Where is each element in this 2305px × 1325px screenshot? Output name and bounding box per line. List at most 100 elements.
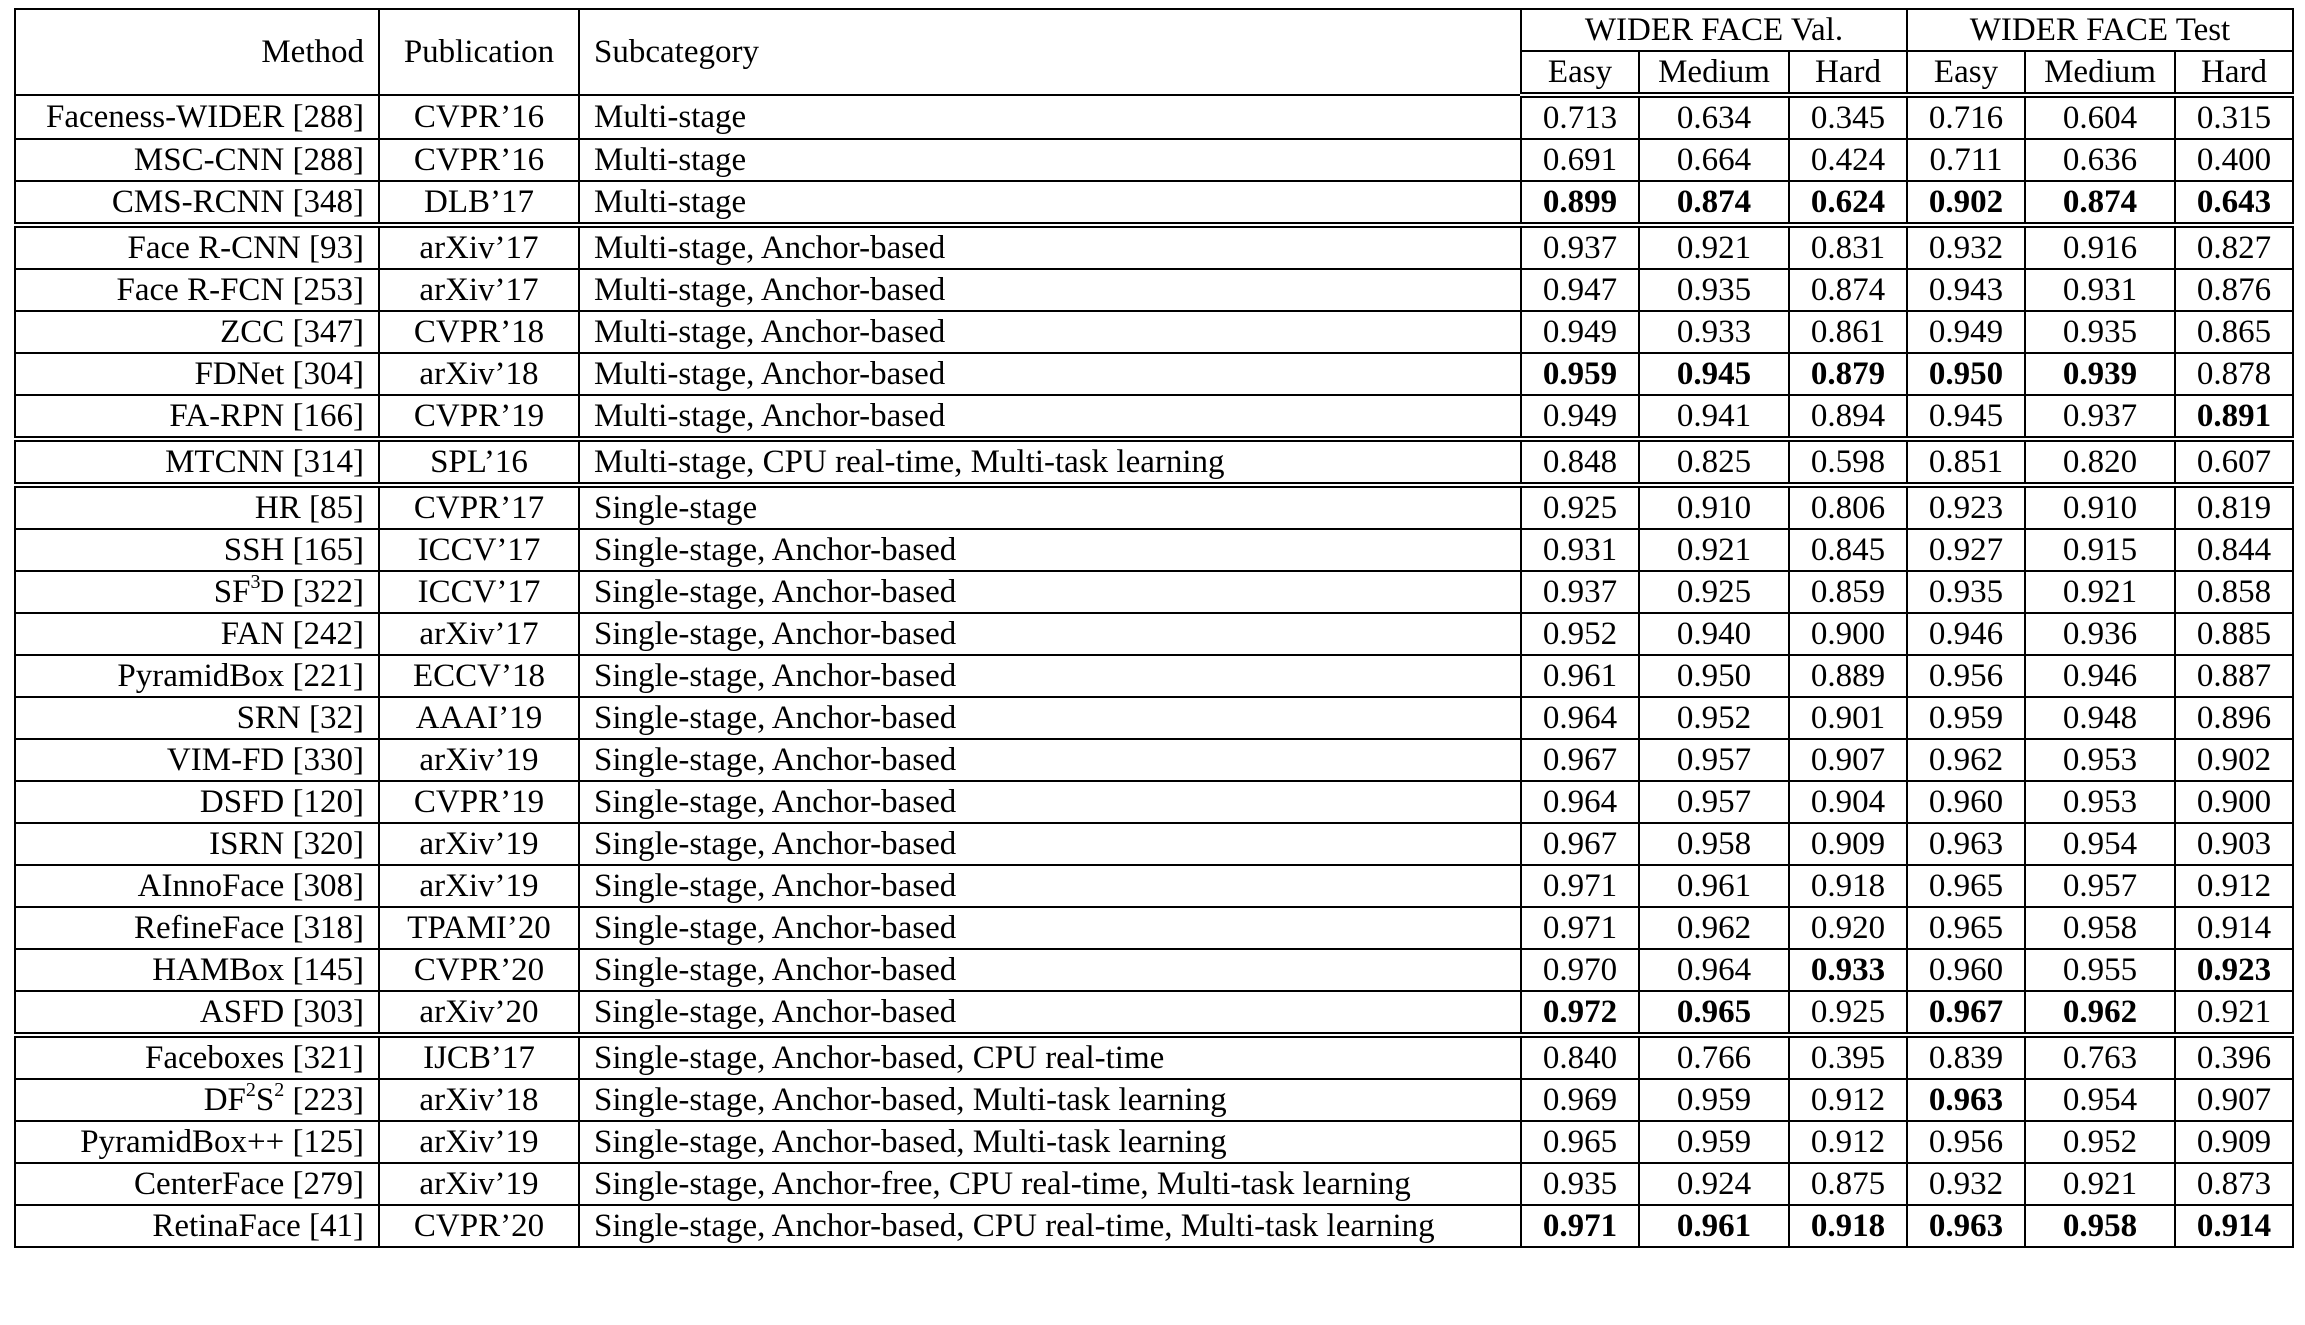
header-subcategory: Subcategory [578, 8, 1522, 96]
test-medium-cell: 0.953 [2024, 738, 2176, 782]
publication-cell: CVPR’18 [378, 310, 580, 354]
val-easy-cell: 0.965 [1520, 1120, 1640, 1164]
val-easy-cell: 0.971 [1520, 864, 1640, 908]
val-easy-cell: 0.925 [1520, 484, 1640, 530]
test-hard-cell: 0.900 [2174, 780, 2294, 824]
test-medium-cell: 0.962 [2024, 990, 2176, 1038]
val-easy-cell: 0.691 [1520, 138, 1640, 182]
val-medium-cell: 0.952 [1638, 696, 1790, 740]
method-cell: RefineFace [318] [14, 906, 380, 950]
table-body: Faceness-WIDER [288] CVPR’16 Multi-stage 0.… [14, 94, 2294, 1248]
table-row: SF3D [322] ICCV’17 Single-stage, Anchor-ba… [14, 570, 2294, 614]
val-medium-cell: 0.945 [1638, 352, 1790, 396]
table-row: PyramidBox++ [125] arXiv’19 Single-stage, … [14, 1120, 2294, 1164]
header-test-hard: Hard [2174, 50, 2294, 98]
publication-cell: TPAMI’20 [378, 906, 580, 950]
test-medium-cell: 0.931 [2024, 268, 2176, 312]
publication-cell: arXiv’19 [378, 822, 580, 866]
subcategory-cell: Multi-stage, Anchor-based [578, 310, 1522, 354]
method-cell: ZCC [347] [14, 310, 380, 354]
test-medium-cell: 0.916 [2024, 224, 2176, 270]
subcategory-cell: Single-stage, Anchor-based [578, 654, 1522, 698]
test-hard-cell: 0.896 [2174, 696, 2294, 740]
method-cell: PyramidBox++ [125] [14, 1120, 380, 1164]
test-hard-cell: 0.914 [2174, 1204, 2294, 1248]
test-medium-cell: 0.953 [2024, 780, 2176, 824]
method-cell: ASFD [303] [14, 990, 380, 1038]
val-hard-cell: 0.904 [1788, 780, 1908, 824]
val-medium-cell: 0.921 [1638, 528, 1790, 572]
subcategory-cell: Single-stage, Anchor-based [578, 570, 1522, 614]
subcategory-cell: Single-stage, Anchor-based, Multi-task l… [578, 1078, 1522, 1122]
test-easy-cell: 0.839 [1906, 1034, 2026, 1080]
val-medium-cell: 0.924 [1638, 1162, 1790, 1206]
val-hard-cell: 0.395 [1788, 1034, 1908, 1080]
table-row: Face R-FCN [253] arXiv’17 Multi-stage, Anc… [14, 268, 2294, 312]
test-easy-cell: 0.716 [1906, 94, 2026, 140]
table-row: RetinaFace [41] CVPR’20 Single-stage, Anch… [14, 1204, 2294, 1248]
test-hard-cell: 0.878 [2174, 352, 2294, 396]
publication-cell: ECCV’18 [378, 654, 580, 698]
test-medium-cell: 0.915 [2024, 528, 2176, 572]
val-easy-cell: 0.899 [1520, 180, 1640, 228]
table-row: FAN [242] arXiv’17 Single-stage, Anchor-ba… [14, 612, 2294, 656]
val-easy-cell: 0.971 [1520, 1204, 1640, 1248]
val-hard-cell: 0.907 [1788, 738, 1908, 782]
test-medium-cell: 0.921 [2024, 1162, 2176, 1206]
test-easy-cell: 0.711 [1906, 138, 2026, 182]
method-cell: SSH [165] [14, 528, 380, 572]
val-medium-cell: 0.921 [1638, 224, 1790, 270]
test-hard-cell: 0.873 [2174, 1162, 2294, 1206]
table-row: ASFD [303] arXiv’20 Single-stage, Anchor-b… [14, 990, 2294, 1038]
val-hard-cell: 0.598 [1788, 438, 1908, 488]
test-medium-cell: 0.636 [2024, 138, 2176, 182]
test-medium-cell: 0.954 [2024, 822, 2176, 866]
val-easy-cell: 0.937 [1520, 570, 1640, 614]
publication-cell: CVPR’19 [378, 780, 580, 824]
test-medium-cell: 0.937 [2024, 394, 2176, 442]
test-easy-cell: 0.932 [1906, 224, 2026, 270]
publication-cell: arXiv’18 [378, 352, 580, 396]
val-easy-cell: 0.949 [1520, 310, 1640, 354]
val-easy-cell: 0.959 [1520, 352, 1640, 396]
subcategory-cell: Single-stage, Anchor-based [578, 822, 1522, 866]
publication-cell: SPL’16 [378, 438, 580, 488]
subcategory-cell: Single-stage, Anchor-based [578, 612, 1522, 656]
test-hard-cell: 0.912 [2174, 864, 2294, 908]
subcategory-cell: Multi-stage [578, 138, 1522, 182]
test-hard-cell: 0.396 [2174, 1034, 2294, 1080]
subcategory-cell: Single-stage, Anchor-based [578, 780, 1522, 824]
method-cell: MSC-CNN [288] [14, 138, 380, 182]
publication-cell: arXiv’17 [378, 268, 580, 312]
subcategory-cell: Single-stage [578, 484, 1522, 530]
val-hard-cell: 0.912 [1788, 1078, 1908, 1122]
test-easy-cell: 0.927 [1906, 528, 2026, 572]
table-row: RefineFace [318] TPAMI’20 Single-stage, An… [14, 906, 2294, 950]
test-easy-cell: 0.923 [1906, 484, 2026, 530]
publication-cell: arXiv’19 [378, 1120, 580, 1164]
test-easy-cell: 0.956 [1906, 654, 2026, 698]
publication-cell: arXiv’17 [378, 224, 580, 270]
publication-cell: CVPR’16 [378, 94, 580, 140]
val-hard-cell: 0.918 [1788, 864, 1908, 908]
val-hard-cell: 0.920 [1788, 906, 1908, 950]
table-row: SSH [165] ICCV’17 Single-stage, Anchor-bas… [14, 528, 2294, 572]
method-cell: Face R-CNN [93] [14, 224, 380, 270]
publication-cell: IJCB’17 [378, 1034, 580, 1080]
val-hard-cell: 0.918 [1788, 1204, 1908, 1248]
method-cell: DF2S2 [223] [14, 1078, 380, 1122]
header-method: Method [14, 8, 380, 96]
val-medium-cell: 0.941 [1638, 394, 1790, 442]
method-cell: RetinaFace [41] [14, 1204, 380, 1248]
val-easy-cell: 0.969 [1520, 1078, 1640, 1122]
method-cell: SRN [32] [14, 696, 380, 740]
test-medium-cell: 0.763 [2024, 1034, 2176, 1080]
val-hard-cell: 0.925 [1788, 990, 1908, 1038]
header-test-easy: Easy [1906, 50, 2026, 98]
method-cell: Faceness-WIDER [288] [14, 94, 380, 140]
val-easy-cell: 0.967 [1520, 822, 1640, 866]
wider-face-results-table: Method Publication Subcategory WIDER FAC… [14, 8, 2294, 1248]
val-medium-cell: 0.950 [1638, 654, 1790, 698]
val-easy-cell: 0.972 [1520, 990, 1640, 1038]
test-medium-cell: 0.948 [2024, 696, 2176, 740]
